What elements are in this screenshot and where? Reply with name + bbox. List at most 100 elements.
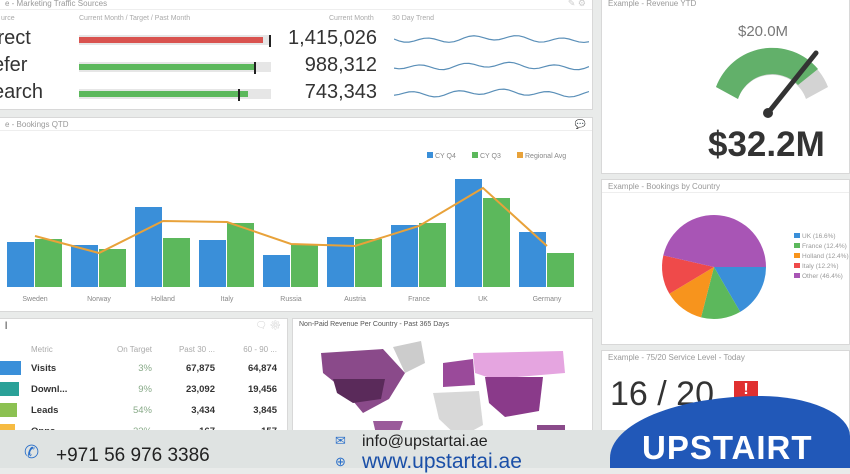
legend-item[interactable]: France (12.4%) (794, 242, 848, 252)
website-link[interactable]: www.upstartai.ae (362, 450, 522, 473)
bar-cy-q3 (483, 198, 510, 287)
bar-cy-q3 (547, 253, 574, 287)
legend-item[interactable]: UK (16.6%) (794, 232, 848, 242)
target-marker (238, 89, 241, 101)
country-panel: Example - Bookings by Country UK (16.6%)… (601, 179, 850, 345)
pie-slice (662, 255, 714, 294)
comment-icon[interactable]: 💬 (574, 119, 586, 129)
traffic-panel: e - Marketing Traffic Sources ✎ ⚙ urce C… (0, 0, 593, 110)
sparkline (394, 35, 589, 44)
bookings-pie-chart (662, 215, 766, 319)
current-value: 1,415,026 (288, 27, 377, 49)
legend-item[interactable]: Other (46.4%) (794, 272, 848, 282)
legend-item[interactable]: Holland (12.4%) (794, 252, 849, 262)
panel-title: e - Marketing Traffic Sources (0, 0, 592, 10)
bar-cy-q4 (135, 207, 162, 287)
bar-cy-q3 (419, 223, 446, 287)
bullet-bar (79, 62, 271, 74)
source-name: efer (0, 54, 28, 76)
table-header[interactable]: 60 - 90 ... (243, 345, 277, 354)
map-asia (485, 377, 543, 417)
map-europe (443, 359, 475, 387)
table-cell-metric: Visits (31, 363, 57, 374)
globe-icon: ⊕ (335, 454, 346, 469)
legend-label: Regional Avg (525, 153, 566, 160)
x-tick-label: Sweden (22, 296, 47, 303)
x-tick-label: Italy (221, 296, 234, 303)
target-marker (269, 35, 272, 47)
table-cell-p30: 67,875 (185, 363, 215, 374)
bar-cy-q4 (391, 225, 418, 287)
source-name: earch (0, 81, 44, 103)
revenue-value: $32.2M (708, 125, 825, 164)
pie-slice (714, 267, 766, 312)
email-icon: ✉ (335, 433, 346, 448)
sparkline (394, 88, 589, 98)
legend-swatch (517, 152, 523, 158)
email-link[interactable]: info@upstartai.ae (362, 433, 488, 450)
bullet-bar (79, 89, 271, 101)
bar-cy-q4 (7, 242, 34, 287)
legend-label: CY Q4 (435, 153, 456, 160)
table-cell-metric: Leads (31, 405, 59, 416)
panel-title: Example - Bookings by Country (602, 180, 849, 193)
current-value: 743,343 (304, 81, 377, 103)
table-header[interactable]: Metric (31, 345, 53, 354)
table-cell-p30: 23,092 (185, 384, 215, 395)
traffic-row: earch 743,343 (0, 81, 589, 105)
phone-number[interactable]: +971 56 976 3386 (56, 445, 210, 466)
panel-title: Example - Revenue YTD (608, 0, 697, 8)
pie-slice (663, 215, 766, 267)
regional-avg-line (34, 186, 548, 255)
legend-item[interactable]: Italy (12.2%) (794, 262, 848, 272)
bar-cy-q3 (227, 223, 254, 287)
revenue-gauge (716, 47, 828, 118)
x-tick-label: Russia (280, 296, 302, 303)
comment-icon[interactable]: 🗨 ⚙ (255, 320, 281, 330)
bar-cy-q3 (355, 239, 382, 287)
pie-slice (669, 267, 714, 318)
gauge-needle (765, 50, 819, 116)
panel-title: e - Bookings QTD (0, 118, 592, 131)
panel-title: Non-Paid Revenue Per Country - Past 365 … (299, 321, 450, 328)
map-greenland (393, 341, 425, 373)
bookings-bar-chart: Sweden Norway Holland Italy Russia Austria Fra… (7, 152, 574, 303)
x-tick-label: Austria (344, 296, 366, 303)
map-panel: Non-Paid Revenue Per Country - Past 365 … (292, 318, 593, 438)
x-tick-label: UK (478, 296, 488, 303)
metric-bar (0, 361, 21, 375)
bullet-bar (79, 35, 272, 47)
table-cell-metric: Downl... (31, 384, 68, 395)
table-cell-p30: 3,434 (191, 405, 215, 416)
table-header[interactable]: On Target (117, 345, 152, 354)
traffic-row: efer 988,312 (0, 54, 589, 78)
traffic-row: irect 1,415,026 (0, 27, 589, 51)
table-cell-on: 54% (132, 405, 152, 416)
bar-cy-q4 (263, 255, 290, 287)
table-cell-p60: 3,845 (253, 405, 277, 416)
panel-title: l (5, 321, 8, 332)
world-map[interactable] (293, 333, 591, 438)
map-russia (473, 351, 565, 379)
metric-bar (0, 382, 19, 396)
col-header: Current Month / Target / Past Month (79, 15, 191, 22)
x-tick-label: Holland (151, 296, 175, 303)
x-tick-label: France (408, 296, 430, 303)
table-cell-on: 9% (138, 384, 152, 395)
panel-title: Example - 75/20 Service Level - Today (608, 353, 745, 362)
table-header[interactable]: Past 30 ... (178, 345, 215, 354)
gauge-fill (716, 47, 818, 99)
settings-icon[interactable]: ✎ ⚙ (567, 0, 586, 8)
bar-cy-q4 (199, 240, 226, 287)
table-cell-p60: 19,456 (247, 384, 277, 395)
bar-cy-q3 (291, 245, 318, 287)
x-tick-label: Germany (533, 296, 562, 303)
pie-slice (701, 267, 741, 319)
col-header: urce (1, 15, 15, 22)
revenue-panel: Example - Revenue YTD $20.0M $32.2M (601, 0, 850, 174)
col-header: Current Month (329, 15, 374, 22)
legend-label: CY Q3 (480, 153, 501, 160)
target-marker (253, 62, 256, 74)
map-usa (333, 379, 385, 403)
phone-icon: ✆ (24, 442, 40, 462)
